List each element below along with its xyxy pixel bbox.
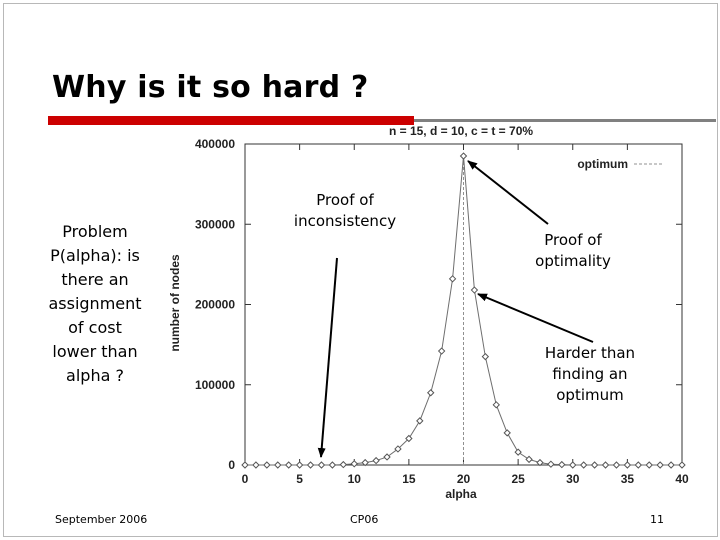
data-point (547, 460, 555, 468)
title-underline-grey (414, 119, 716, 122)
data-point (579, 461, 588, 469)
y-tick-label: 200000 (195, 298, 235, 312)
data-point (569, 461, 577, 469)
data-point (306, 461, 315, 469)
x-tick-label: 10 (348, 472, 362, 486)
data-point (274, 461, 282, 469)
x-tick-label: 5 (296, 472, 303, 486)
x-tick-label: 30 (566, 472, 580, 486)
data-point (514, 448, 522, 456)
annotation-harder: Harder than finding an optimum (544, 344, 636, 404)
y-tick-label: 400000 (195, 137, 235, 151)
data-point (558, 460, 566, 469)
footer-page: 11 (650, 513, 664, 526)
data-point (350, 460, 358, 468)
footer-date: September 2006 (55, 513, 148, 526)
slide-frame (3, 3, 718, 537)
data-point (405, 434, 413, 443)
data-point (372, 456, 380, 465)
x-tick-label: 40 (675, 472, 689, 486)
data-point (503, 429, 511, 437)
chart-legend: optimum (577, 157, 664, 171)
data-point (361, 458, 369, 467)
data-point (470, 286, 479, 294)
data-point (481, 352, 490, 361)
y-tick-label: 0 (228, 458, 235, 472)
y-tick-label: 100000 (195, 378, 235, 392)
data-point (263, 461, 271, 469)
data-point (492, 401, 500, 409)
y-axis-label: number of nodes (168, 254, 182, 352)
data-point (634, 461, 643, 469)
annotation-inconsistency: Proof of inconsistency (293, 191, 397, 230)
legend-label-optimum: optimum (577, 157, 628, 171)
arrow-inconsistency (317, 257, 338, 458)
data-point (437, 347, 446, 355)
tick-group: 0 5 10 15 20 25 30 35 40 0 100000 200000 300000 40000… (195, 137, 689, 486)
data-point (623, 461, 632, 469)
slide-title: Why is it so hard ? (52, 70, 369, 105)
data-point (427, 389, 435, 397)
arrow-harder (477, 293, 594, 343)
data-point (667, 461, 675, 469)
x-tick-label: 35 (621, 472, 635, 486)
x-tick-label: 25 (511, 472, 525, 486)
data-point (416, 417, 424, 425)
data-point (590, 461, 599, 469)
data-point (612, 461, 621, 469)
y-tick-label: 300000 (195, 217, 235, 231)
footer-event: CP06 (350, 513, 379, 526)
annotation-arrows (317, 160, 594, 458)
x-tick-label: 0 (242, 472, 249, 486)
data-point (601, 461, 610, 469)
data-point (448, 275, 457, 283)
data-point (525, 455, 533, 464)
arrow-optimality (467, 160, 549, 225)
data-point (678, 461, 686, 469)
data-point (383, 453, 391, 461)
data-point (241, 461, 249, 469)
nodes-series (241, 152, 686, 469)
data-point (284, 461, 293, 469)
x-tick-label: 15 (402, 472, 416, 486)
problem-description: Problem P(alpha): is there an assignment… (48, 222, 142, 385)
x-tick-label: 20 (457, 472, 471, 486)
data-point (328, 461, 337, 469)
x-axis-label: alpha (445, 487, 477, 501)
data-point (317, 461, 326, 469)
data-point (645, 461, 653, 469)
data-point (295, 461, 304, 469)
data-point (459, 152, 468, 160)
data-point (252, 461, 260, 469)
title-underline-red (48, 116, 414, 125)
data-point (394, 445, 402, 453)
data-point (339, 460, 348, 469)
annotation-optimality: Proof of optimality (535, 231, 611, 270)
data-point (536, 458, 544, 467)
data-point (656, 461, 664, 469)
chart-title: n = 15, d = 10, c = t = 70% (389, 124, 533, 138)
